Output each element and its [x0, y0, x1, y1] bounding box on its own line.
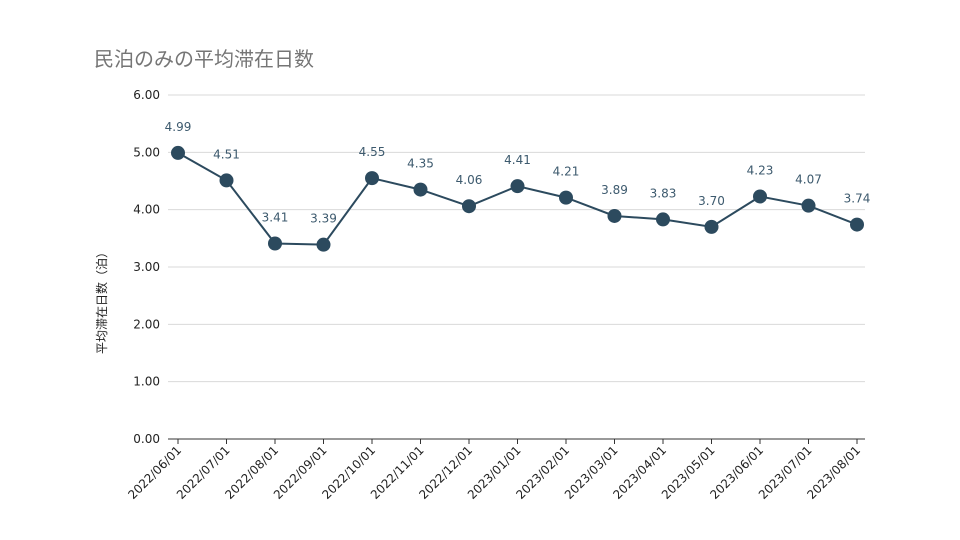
data-labels: 4.99 4.51 3.41 3.39 4.55 4.35 4.06 4.41 4.21 3.89… — [165, 120, 871, 226]
y-tick-label: 2.00 — [133, 317, 160, 331]
data-label: 4.35 — [407, 157, 434, 171]
y-tick-label: 6.00 — [133, 88, 160, 102]
data-label: 4.55 — [359, 145, 386, 159]
data-point — [850, 217, 864, 232]
data-point — [219, 173, 234, 188]
data-point — [801, 198, 816, 213]
data-point — [413, 182, 428, 197]
y-tick-label: 5.00 — [133, 145, 160, 159]
y-tick-label: 3.00 — [133, 260, 160, 274]
series — [171, 145, 864, 252]
data-label: 3.83 — [650, 186, 677, 200]
data-point — [268, 236, 282, 251]
y-tick-label: 1.00 — [133, 375, 160, 389]
y-axis-ticks: 0.00 1.00 2.00 3.00 4.00 5.00 6.00 — [133, 88, 160, 446]
data-label: 3.89 — [601, 183, 628, 197]
gridlines — [168, 94, 865, 383]
data-label: 3.41 — [262, 210, 289, 224]
data-point — [316, 237, 331, 252]
data-label: 4.99 — [165, 120, 192, 134]
y-tick-label: 4.00 — [133, 203, 160, 217]
y-axis-label: 平均滞在日数（泊） — [94, 246, 109, 354]
data-point — [704, 219, 719, 234]
x-axis-ticks: 2022/06/012022/07/012022/08/012022/09/01… — [125, 439, 863, 502]
y-tick-label: 0.00 — [133, 432, 160, 446]
data-label: 4.06 — [456, 173, 483, 187]
chart-title: 民泊のみの平均滞在日数 — [94, 47, 314, 71]
data-point — [365, 171, 379, 186]
data-point — [753, 189, 767, 204]
data-label: 3.70 — [698, 194, 725, 208]
data-point — [607, 208, 622, 223]
data-label: 4.21 — [553, 165, 580, 179]
data-label: 4.23 — [747, 163, 774, 177]
data-point — [559, 190, 573, 205]
data-label: 4.41 — [504, 153, 531, 167]
data-label: 4.07 — [795, 173, 822, 187]
data-point — [656, 212, 670, 227]
data-point — [171, 145, 185, 160]
data-label: 3.74 — [844, 192, 871, 206]
data-point — [462, 199, 476, 214]
data-label: 4.51 — [213, 147, 240, 161]
data-point — [510, 179, 525, 194]
data-label: 3.39 — [310, 212, 337, 226]
